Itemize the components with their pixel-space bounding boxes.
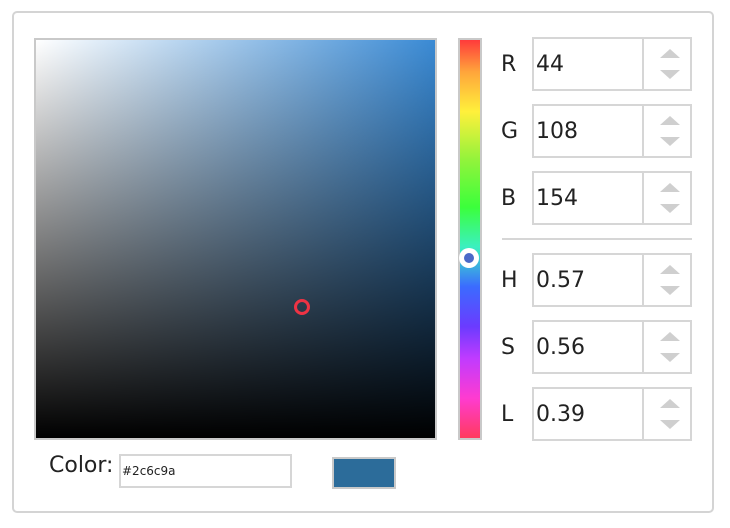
chevron-down-icon[interactable] bbox=[660, 137, 680, 146]
chevron-up-icon[interactable] bbox=[660, 399, 680, 408]
hue-input[interactable] bbox=[534, 255, 644, 305]
blue-label: B bbox=[501, 186, 517, 211]
green-input[interactable] bbox=[534, 106, 644, 156]
saturation-value-area[interactable] bbox=[34, 38, 437, 440]
lightness-label: L bbox=[501, 402, 514, 427]
chevron-down-icon[interactable] bbox=[660, 353, 680, 362]
saturation-input[interactable] bbox=[534, 322, 644, 372]
chevron-up-icon[interactable] bbox=[660, 183, 680, 192]
red-spinbox bbox=[532, 37, 692, 91]
saturation-label: S bbox=[501, 335, 515, 360]
blue-spinbox bbox=[532, 171, 692, 225]
red-label: R bbox=[501, 52, 517, 77]
color-label: Color: bbox=[49, 453, 114, 478]
chevron-down-icon[interactable] bbox=[660, 286, 680, 295]
channel-divider bbox=[502, 238, 692, 240]
green-spinbox bbox=[532, 104, 692, 158]
blue-input[interactable] bbox=[534, 173, 644, 223]
hex-color-input[interactable] bbox=[119, 454, 292, 488]
chevron-down-icon[interactable] bbox=[660, 420, 680, 429]
chevron-up-icon[interactable] bbox=[660, 332, 680, 341]
sv-cursor[interactable] bbox=[294, 299, 310, 315]
chevron-down-icon[interactable] bbox=[660, 204, 680, 213]
hue-label: H bbox=[501, 268, 518, 293]
color-preview-swatch bbox=[332, 457, 396, 489]
saturation-spinbox bbox=[532, 320, 692, 374]
chevron-up-icon[interactable] bbox=[660, 49, 680, 58]
chevron-up-icon[interactable] bbox=[660, 265, 680, 274]
red-input[interactable] bbox=[534, 39, 644, 89]
hue-spinbox bbox=[532, 253, 692, 307]
lightness-spinbox bbox=[532, 387, 692, 441]
hue-slider-handle[interactable] bbox=[459, 248, 479, 268]
lightness-input[interactable] bbox=[534, 389, 644, 439]
chevron-up-icon[interactable] bbox=[660, 116, 680, 125]
green-label: G bbox=[501, 119, 519, 144]
chevron-down-icon[interactable] bbox=[660, 70, 680, 79]
hue-slider[interactable] bbox=[458, 38, 482, 440]
